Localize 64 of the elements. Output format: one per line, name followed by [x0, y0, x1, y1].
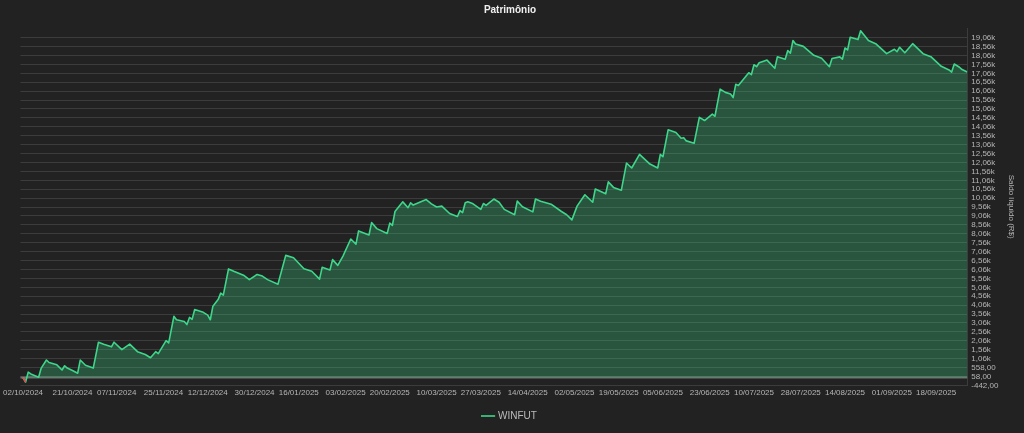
- x-tick-label: 14/04/2025: [507, 388, 549, 398]
- x-tick-label: 25/11/2024: [143, 388, 184, 398]
- x-tick-label: 01/09/2025: [871, 388, 913, 398]
- y-tick-label: 8,06k: [971, 229, 992, 239]
- y-tick-label: 15,06k: [971, 104, 997, 114]
- y-tick-label: -442,00: [971, 380, 999, 390]
- x-tick-label: 10/07/2025: [733, 388, 775, 398]
- y-tick-label: 7,56k: [971, 237, 992, 247]
- x-tick-label: 03/02/2025: [325, 388, 367, 398]
- x-tick-label: 27/03/2025: [460, 388, 502, 398]
- y-tick-label: 18,56k: [971, 41, 997, 51]
- y-tick-label: 14,56k: [971, 113, 997, 123]
- x-tick-label: 07/11/2024: [96, 388, 137, 398]
- y-tick-label: 2,06k: [971, 336, 992, 346]
- x-tick-label: 21/10/2024: [52, 388, 94, 398]
- y-tick-label: 12,56k: [971, 148, 997, 158]
- y-tick-label: 17,56k: [971, 59, 997, 69]
- y-tick-label: 558,00: [971, 362, 997, 372]
- y-tick-label: 16,06k: [971, 86, 997, 96]
- x-tick-label: 18/09/2025: [916, 388, 957, 398]
- y-tick-label: 10,06k: [971, 193, 997, 203]
- y-tick-label: 18,06k: [971, 50, 997, 60]
- y-tick-label: 9,06k: [971, 211, 992, 221]
- y-tick-label: 9,56k: [971, 202, 992, 212]
- y-tick-label: 12,06k: [971, 157, 997, 167]
- y-tick-label: 3,06k: [971, 318, 992, 328]
- y-tick-label: 5,06k: [971, 282, 992, 292]
- y-tick-label: 13,06k: [971, 139, 997, 149]
- x-tick-label: 19/05/2025: [598, 388, 640, 398]
- x-tick-label: 10/03/2025: [416, 388, 458, 398]
- y-tick-label: 17,06k: [971, 68, 997, 78]
- x-tick-label: 02/10/2024: [3, 388, 44, 398]
- x-tick-label: 16/01/2025: [278, 388, 320, 398]
- y-tick-label: 6,56k: [971, 255, 992, 265]
- y-tick-label: 11,06k: [971, 175, 996, 185]
- x-tick-label: 20/02/2025: [369, 388, 411, 398]
- chart-title: Patrimônio: [483, 3, 537, 15]
- y-axis-title: Saldo líquido (R$): [1007, 174, 1016, 240]
- x-tick-label: 23/06/2025: [689, 388, 731, 398]
- x-tick-label: 30/12/2024: [234, 388, 276, 398]
- y-tick-label: 58,00: [971, 371, 992, 381]
- y-tick-label: 13,56k: [971, 130, 997, 140]
- y-tick-label: 1,06k: [971, 353, 992, 363]
- y-tick-label: 5,56k: [971, 273, 992, 283]
- y-tick-label: 10,56k: [971, 184, 997, 194]
- y-tick-label: 11,56k: [971, 166, 996, 176]
- y-tick-label: 15,56k: [971, 95, 997, 105]
- y-tick-label: 14,06k: [971, 122, 997, 132]
- y-tick-label: 3,56k: [971, 309, 992, 319]
- y-tick-label: 4,06k: [971, 300, 992, 310]
- y-tick-label: 2,56k: [971, 327, 992, 337]
- x-tick-label: 28/07/2025: [780, 388, 822, 398]
- y-tick-label: 19,06k: [971, 32, 997, 42]
- y-tick-label: 6,06k: [971, 264, 992, 274]
- legend-label: WINFUT: [498, 409, 537, 421]
- x-tick-label: 12/12/2024: [187, 388, 229, 398]
- y-tick-label: 8,56k: [971, 220, 992, 230]
- x-tick-label: 05/06/2025: [642, 388, 684, 398]
- y-tick-label: 7,06k: [971, 246, 992, 256]
- x-tick-label: 14/08/2025: [824, 388, 866, 398]
- y-tick-label: 1,56k: [971, 344, 992, 354]
- x-tick-label: 02/05/2025: [554, 388, 596, 398]
- y-tick-label: 16,56k: [971, 77, 997, 87]
- y-tick-label: 4,56k: [971, 291, 992, 301]
